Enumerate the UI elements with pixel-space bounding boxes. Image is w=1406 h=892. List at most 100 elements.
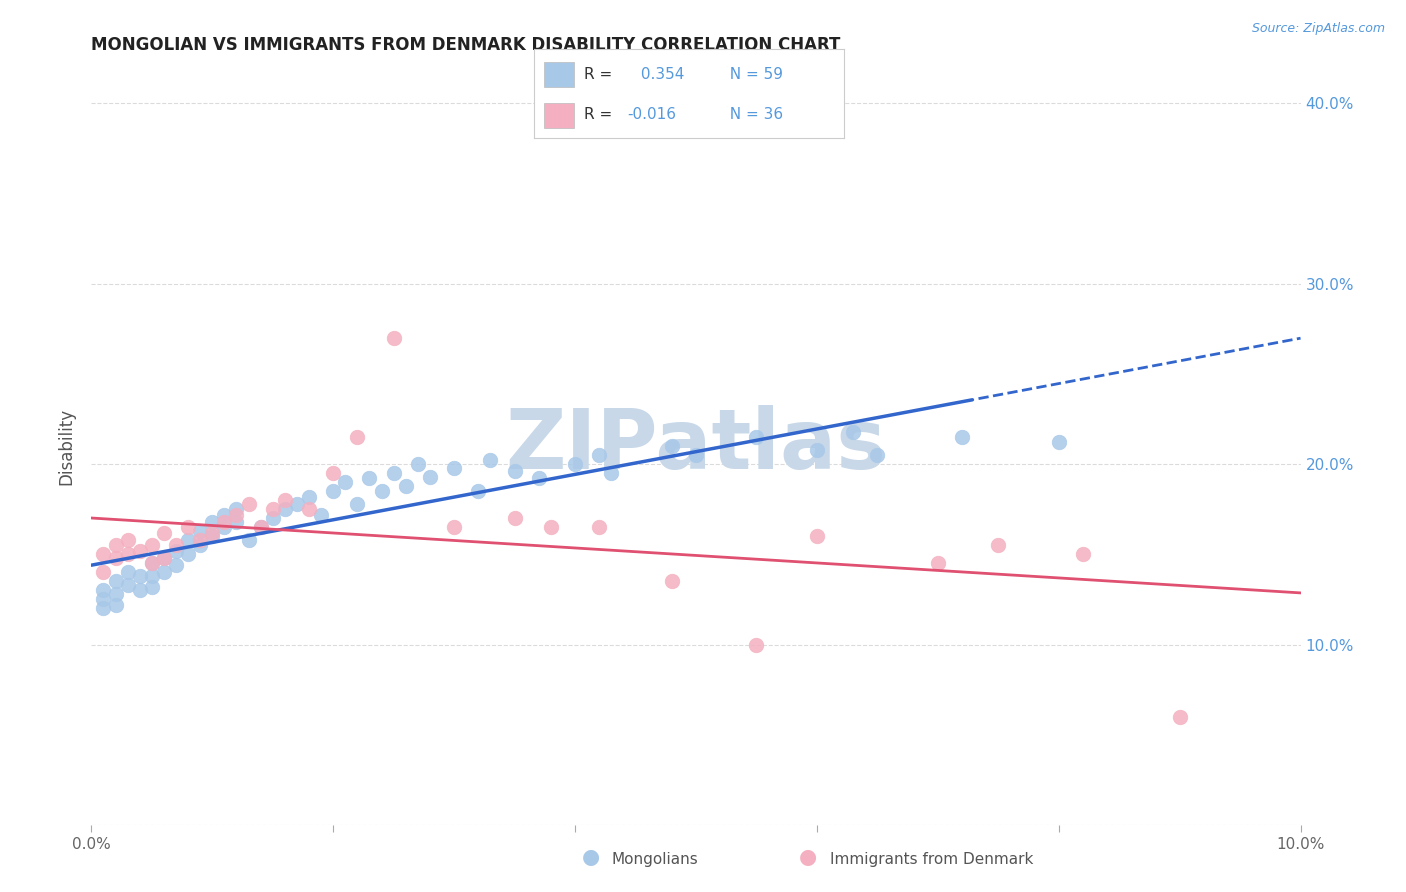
Point	[406, 457, 429, 471]
Point	[214, 508, 236, 522]
Y-axis label: Disability: Disability	[58, 408, 76, 484]
Point	[600, 466, 623, 480]
Point	[117, 566, 139, 580]
FancyBboxPatch shape	[544, 103, 575, 128]
Point	[467, 484, 489, 499]
Point	[177, 547, 200, 561]
Point	[165, 558, 187, 573]
Point	[201, 515, 224, 529]
Point	[93, 592, 115, 607]
Point	[153, 550, 176, 565]
Point	[153, 566, 176, 580]
Point	[238, 533, 260, 547]
Point	[661, 439, 683, 453]
Text: R =: R =	[583, 107, 612, 121]
Point	[685, 448, 707, 462]
Point	[527, 471, 550, 485]
Point	[335, 475, 357, 489]
Point	[370, 484, 392, 499]
Point	[188, 538, 211, 552]
Point	[309, 508, 332, 522]
Point	[927, 557, 949, 571]
Point	[128, 569, 150, 583]
Point	[104, 538, 127, 552]
Text: MONGOLIAN VS IMMIGRANTS FROM DENMARK DISABILITY CORRELATION CHART: MONGOLIAN VS IMMIGRANTS FROM DENMARK DIS…	[91, 37, 841, 54]
Point	[117, 547, 139, 561]
Point	[117, 533, 139, 547]
Point	[141, 557, 163, 571]
Point	[298, 502, 321, 516]
Text: ●: ●	[582, 847, 599, 867]
Text: ●: ●	[800, 847, 817, 867]
Point	[104, 574, 127, 589]
Point	[540, 520, 562, 534]
Point	[153, 525, 176, 540]
Point	[285, 497, 308, 511]
Point	[443, 520, 465, 534]
Point	[987, 538, 1010, 552]
Point	[1047, 435, 1070, 450]
Point	[322, 466, 344, 480]
Point	[104, 550, 127, 565]
Point	[225, 502, 247, 516]
Point	[322, 484, 344, 499]
Point	[262, 511, 284, 525]
Point	[93, 547, 115, 561]
Point	[298, 490, 321, 504]
Text: R =: R =	[583, 67, 612, 81]
Point	[745, 430, 768, 444]
Point	[225, 508, 247, 522]
Point	[503, 511, 526, 525]
Point	[238, 497, 260, 511]
Point	[104, 587, 127, 601]
Point	[165, 538, 187, 552]
Point	[177, 520, 200, 534]
Point	[128, 543, 150, 558]
Point	[117, 578, 139, 592]
Point	[214, 515, 236, 529]
Point	[503, 464, 526, 478]
Point	[141, 557, 163, 571]
Text: -0.016: -0.016	[627, 107, 676, 121]
Text: Source: ZipAtlas.com: Source: ZipAtlas.com	[1251, 22, 1385, 36]
Point	[104, 598, 127, 612]
Point	[950, 430, 973, 444]
Point	[201, 529, 224, 543]
Point	[225, 515, 247, 529]
Point	[188, 524, 211, 538]
Point	[842, 425, 865, 439]
Text: Mongolians: Mongolians	[612, 852, 699, 867]
FancyBboxPatch shape	[544, 62, 575, 87]
Point	[153, 550, 176, 565]
Point	[141, 569, 163, 583]
Text: N = 59: N = 59	[720, 67, 783, 81]
Point	[1071, 547, 1094, 561]
Point	[274, 493, 297, 508]
Point	[93, 601, 115, 615]
Point	[201, 525, 224, 540]
Point	[141, 580, 163, 594]
Point	[443, 460, 465, 475]
Text: N = 36: N = 36	[720, 107, 783, 121]
Point	[806, 529, 828, 543]
Point	[188, 533, 211, 547]
Point	[274, 502, 297, 516]
Point	[177, 533, 200, 547]
Point	[249, 520, 271, 534]
Point	[382, 331, 405, 345]
Point	[93, 583, 115, 598]
Text: 0.354: 0.354	[637, 67, 685, 81]
Point	[395, 479, 418, 493]
Point	[661, 574, 683, 589]
Text: ZIPatlas: ZIPatlas	[506, 406, 886, 486]
Point	[382, 466, 405, 480]
Point	[1168, 710, 1191, 724]
Point	[359, 471, 381, 485]
Point	[564, 457, 586, 471]
Point	[249, 520, 271, 534]
Point	[165, 543, 187, 558]
Point	[866, 448, 889, 462]
Point	[479, 453, 502, 467]
Point	[588, 520, 610, 534]
Point	[346, 430, 368, 444]
